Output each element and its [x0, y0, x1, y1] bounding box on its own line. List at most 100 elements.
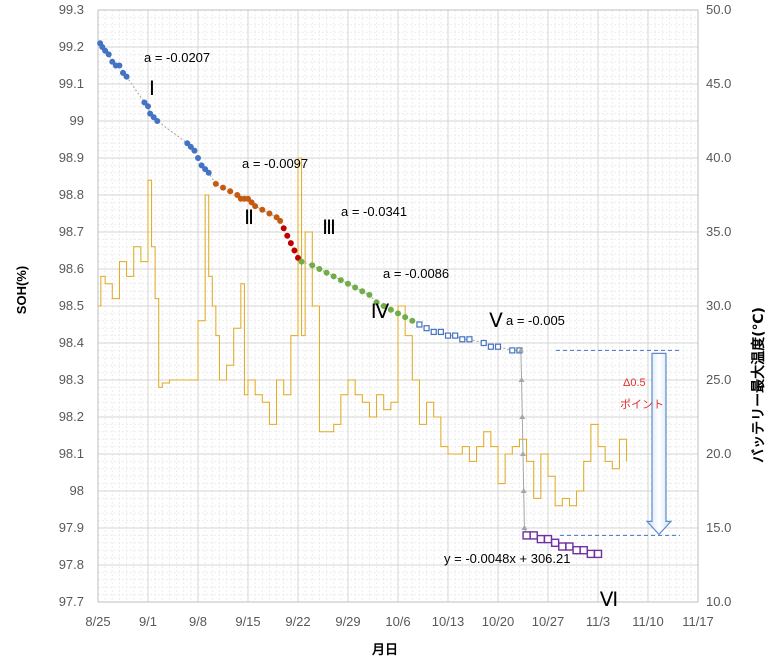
segment-roman-label: Ⅲ: [322, 217, 336, 239]
soh-point: [191, 147, 198, 154]
soh-series: [97, 40, 603, 559]
segment-roman-label: Ⅰ: [149, 78, 155, 100]
y-tick-label: 98.5: [59, 298, 84, 313]
x-tick-label: 9/29: [335, 614, 360, 629]
x-tick-label: 10/27: [532, 614, 565, 629]
soh-point: [430, 328, 437, 335]
soh-point: [141, 99, 148, 106]
soh-point: [572, 546, 581, 555]
y-axis-ticks: 99.3 99.2 99.1 99 98.9 98.8 98.7 98.6 98.5 98.4 98…: [59, 2, 84, 609]
soh-point: [373, 299, 380, 306]
soh-point: [212, 180, 219, 187]
soh-point: [529, 531, 538, 540]
segment-roman-label: Ⅱ: [244, 207, 254, 229]
drop-point: [519, 414, 526, 419]
y-tick-label: 99.1: [59, 76, 84, 91]
y-axis-title: SOH(%): [14, 266, 29, 314]
soh-point: [558, 542, 567, 551]
segment-roman-label: Ⅴ: [489, 310, 503, 332]
soh-point: [550, 538, 560, 547]
y-tick-label: 98.2: [59, 409, 84, 424]
soh-point: [423, 325, 430, 332]
soh-point: [120, 69, 127, 76]
y-tick-label: 97.7: [59, 594, 84, 609]
soh-point: [444, 332, 452, 339]
soh-point: [359, 288, 366, 295]
segment-roman-label: Ⅵ: [600, 589, 618, 611]
x-tick-label: 10/6: [385, 614, 410, 629]
drop-point: [521, 525, 528, 530]
soh-point: [194, 154, 201, 161]
y-tick-label: 98.9: [59, 150, 84, 165]
soh-point: [316, 265, 323, 272]
soh-point: [184, 140, 191, 147]
soh-point: [102, 47, 109, 54]
y2-axis-title: バッテリー最大温度(℃): [750, 307, 767, 463]
y2-tick-label: 25.0: [706, 372, 731, 387]
soh-point: [227, 188, 234, 195]
soh-point: [291, 247, 298, 254]
x-tick-label: 8/25: [85, 614, 110, 629]
delta-unit-label: ポイント: [620, 398, 664, 411]
x-tick-label: 11/3: [586, 614, 610, 629]
x-tick-label: 11/17: [682, 614, 714, 629]
soh-point: [480, 339, 487, 347]
soh-point: [337, 277, 344, 284]
y-tick-label: 98.1: [59, 446, 84, 461]
soh-point: [105, 51, 112, 58]
soh-point: [387, 306, 394, 313]
y-tick-label: 98.6: [59, 261, 84, 276]
x-tick-label: 11/10: [632, 614, 664, 629]
soh-point: [466, 336, 473, 343]
soh-point: [459, 336, 466, 343]
segment-slope-label: a = -0.0097: [242, 156, 308, 171]
x-tick-label: 9/15: [235, 614, 260, 629]
segment-roman-label: Ⅳ: [371, 301, 390, 323]
soh-point: [280, 225, 287, 232]
soh-point: [536, 534, 546, 544]
delta-value-label: Δ0.5: [623, 377, 646, 389]
temperature-line: [98, 157, 628, 507]
soh-point: [109, 58, 116, 65]
x-tick-label: 10/20: [482, 614, 515, 629]
soh-point: [586, 549, 596, 559]
soh-point: [344, 280, 351, 287]
soh-point: [309, 262, 316, 269]
y-tick-label: 98.8: [59, 187, 84, 202]
soh-point: [330, 273, 337, 280]
drop-point: [520, 451, 526, 456]
y-tick-label: 99: [70, 113, 84, 128]
soh-point: [266, 210, 273, 217]
soh-point: [543, 534, 553, 544]
x-tick-label: 9/8: [189, 614, 207, 629]
soh-point: [409, 317, 416, 324]
soh-point: [187, 143, 194, 150]
soh-point: [487, 343, 494, 350]
soh-point: [198, 162, 205, 169]
x-tick-label: 10/13: [432, 614, 465, 629]
soh-point: [565, 542, 574, 551]
x-axis-title: 月日: [371, 642, 398, 657]
soh-point: [579, 546, 588, 555]
soh-point: [437, 328, 444, 335]
soh-point: [352, 284, 359, 291]
y-tick-label: 98.3: [59, 372, 84, 387]
soh-point: [252, 203, 259, 210]
y2-tick-label: 50.0: [706, 2, 731, 17]
soh-point: [273, 214, 280, 221]
soh-point: [509, 347, 516, 354]
soh-point: [394, 310, 401, 317]
soh-point: [147, 110, 154, 117]
soh-point: [298, 258, 305, 265]
soh-point: [205, 169, 212, 176]
segment-slope-label: a = -0.005: [506, 313, 565, 328]
y2-tick-label: 45.0: [706, 76, 731, 91]
soh-drop-line: [519, 349, 528, 536]
x-tick-label: 9/1: [139, 614, 157, 629]
soh-trend-dotted: [99, 43, 520, 351]
y-tick-label: 97.8: [59, 557, 84, 572]
soh-point: [284, 232, 291, 239]
y2-tick-label: 35.0: [706, 224, 731, 239]
y-tick-label: 98: [70, 483, 84, 498]
